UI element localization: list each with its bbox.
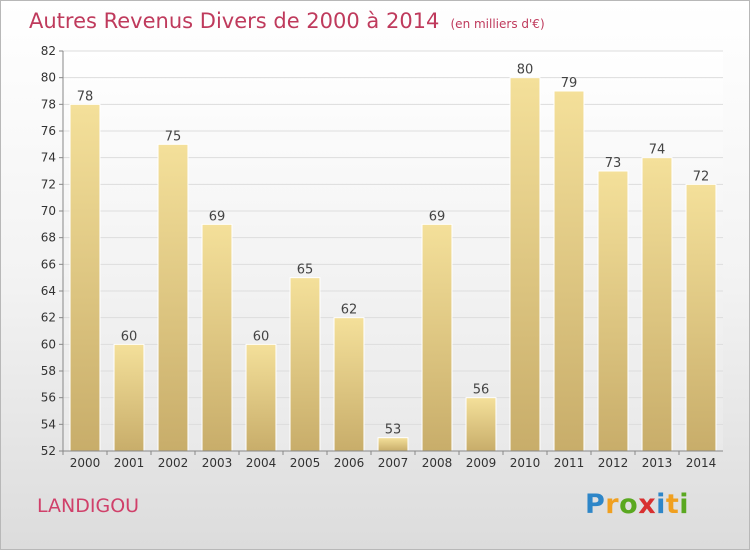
y-tick-label: 56	[41, 391, 56, 405]
bar-2012	[597, 170, 629, 452]
bar-2001	[113, 343, 145, 452]
x-tick-label: 2007	[378, 456, 409, 470]
x-tick-label: 2002	[158, 456, 189, 470]
x-tick-label: 2013	[642, 456, 673, 470]
brand-letter: i	[656, 489, 666, 520]
data-label-2006: 62	[341, 303, 358, 318]
brand-logo: Proxiti	[585, 489, 689, 520]
y-tick-label: 60	[41, 337, 56, 351]
data-label-2005: 65	[297, 263, 314, 278]
y-tick-label: 66	[41, 257, 56, 271]
bar-2013	[641, 157, 673, 452]
x-tick-label: 2012	[598, 456, 629, 470]
chart-subtitle: (en milliers d'€)	[450, 17, 545, 31]
data-label-2002: 75	[165, 129, 182, 144]
x-tick-label: 2001	[114, 456, 145, 470]
x-tick-label: 2005	[290, 456, 321, 470]
y-tick-label: 82	[41, 44, 56, 58]
data-label-2013: 74	[649, 143, 666, 158]
brand-letter: r	[605, 489, 620, 520]
data-label-2003: 69	[209, 209, 226, 224]
x-tick-label: 2003	[202, 456, 233, 470]
bar-2003	[201, 223, 233, 452]
bar-2002	[157, 143, 189, 452]
bars	[69, 77, 717, 452]
location-label: LANDIGOU	[37, 495, 140, 517]
y-tick-label: 70	[41, 204, 56, 218]
data-label-2011: 79	[561, 76, 578, 91]
bar-2010	[509, 77, 541, 452]
x-tick-label: 2006	[334, 456, 365, 470]
brand-letter: x	[638, 489, 657, 520]
chart-title: Autres Revenus Divers de 2000 à 2014	[29, 9, 440, 33]
x-tick-label: 2009	[466, 456, 497, 470]
bar-2007	[377, 437, 409, 452]
bar-2006	[333, 317, 365, 452]
y-tick-label: 78	[41, 97, 56, 111]
y-tick-label: 72	[41, 177, 56, 191]
bar-2005	[289, 277, 321, 452]
y-tick-label: 74	[41, 151, 56, 165]
x-tick-label: 2008	[422, 456, 453, 470]
bar-2008	[421, 223, 453, 452]
bar-2009	[465, 397, 497, 452]
x-axis: 2000 2001 2002 2003 2004 2005 2006 2007 2008 2009…	[62, 451, 717, 470]
brand-letter: o	[619, 489, 639, 520]
data-label-2001: 60	[121, 329, 138, 344]
brand-letter: i	[679, 489, 690, 520]
data-label-2010: 80	[517, 63, 534, 78]
y-tick-label: 58	[41, 364, 56, 378]
y-axis: 52 54 56 58 60 62 64 66 68 70 72 74 76 78 80 82	[41, 44, 63, 458]
data-labels: 78 60 75 69 60 65 62 53 69 56 80 79 73 74 72	[77, 63, 710, 438]
x-tick-label: 2004	[246, 456, 277, 470]
y-tick-label: 80	[41, 71, 56, 85]
bar-2014	[685, 183, 717, 452]
y-tick-label: 54	[41, 417, 56, 431]
y-tick-label: 52	[41, 444, 56, 458]
y-tick-label: 64	[41, 284, 56, 298]
x-tick-label: 2014	[686, 456, 717, 470]
data-label-2000: 78	[77, 89, 94, 104]
y-tick-label: 62	[41, 311, 56, 325]
data-label-2004: 60	[253, 329, 270, 344]
data-label-2008: 69	[429, 209, 446, 224]
chart-title-block: Autres Revenus Divers de 2000 à 2014 (en…	[29, 9, 545, 33]
bar-2011	[553, 90, 585, 452]
y-tick-label: 68	[41, 231, 56, 245]
x-tick-label: 2011	[554, 456, 585, 470]
bar-2000	[69, 103, 101, 452]
data-label-2012: 73	[605, 156, 622, 171]
data-label-2014: 72	[693, 169, 710, 184]
data-label-2007: 53	[385, 423, 402, 438]
x-tick-label: 2010	[510, 456, 541, 470]
brand-letter: t	[665, 489, 680, 520]
y-tick-label: 76	[41, 124, 56, 138]
bar-2004	[245, 343, 277, 452]
brand-letter: P	[585, 489, 606, 520]
data-label-2009: 56	[473, 383, 490, 398]
x-tick-label: 2000	[70, 456, 101, 470]
